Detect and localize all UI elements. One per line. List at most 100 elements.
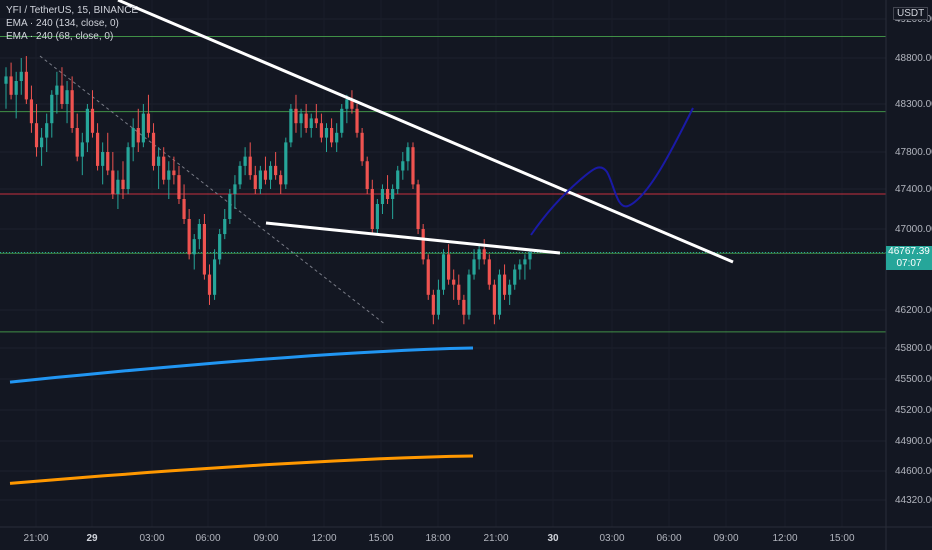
candle-body [177, 175, 181, 199]
candle-body [126, 147, 130, 189]
candle-body [151, 132, 156, 166]
candle-body [528, 252, 532, 260]
candle-body [197, 224, 201, 240]
candle-body [416, 184, 420, 229]
candle-body [335, 132, 339, 143]
candle-body [223, 219, 227, 235]
candle-body [411, 147, 415, 185]
price-tick-label: 48800.00 [895, 53, 932, 64]
current-price-badge: 46767.39 07:07 [886, 245, 932, 270]
candle-body [467, 274, 471, 315]
price-tick-label: 44900.00 [895, 436, 932, 447]
candle-body [380, 189, 385, 204]
candle-body [482, 249, 486, 260]
ema-68-line [9, 454, 474, 485]
candle-body [50, 94, 54, 124]
candle-body [360, 132, 364, 162]
candle-body [355, 108, 359, 133]
grid-layer [0, 18, 886, 501]
candle-body [238, 165, 242, 185]
candle-body [457, 284, 461, 300]
candle-body [508, 284, 512, 295]
candle-body [167, 170, 171, 180]
neckline-trendline [265, 221, 561, 255]
candle-body [304, 113, 308, 128]
candle-body [101, 152, 105, 166]
ema-134-line [9, 346, 474, 384]
candle-body [523, 259, 527, 265]
candle-body [106, 152, 110, 171]
candle-body [182, 199, 186, 219]
candle-body [146, 113, 151, 133]
candle-body [207, 274, 212, 295]
price-tick-label: 45800.00 [895, 343, 932, 354]
price-tick-label: 48300.00 [895, 99, 932, 110]
price-axis-bg [886, 0, 932, 550]
candle-body [243, 156, 247, 166]
candle-body [518, 264, 522, 270]
candle-body [65, 90, 69, 104]
candle-body [274, 165, 278, 176]
candle-body [258, 170, 262, 189]
candle-body [345, 99, 349, 109]
time-tick-label: 15:00 [368, 533, 393, 544]
candle-body [406, 147, 410, 162]
ema-legend-68[interactable]: EMA · 240 (68, close, 0) [6, 31, 114, 42]
time-tick-label: 12:00 [311, 533, 336, 544]
candle-body [45, 123, 49, 138]
candle-body [85, 108, 89, 143]
price-tick-label: 44320.00 [895, 495, 932, 506]
candle-body [513, 269, 517, 285]
candle-body [396, 170, 400, 189]
price-tick-label: 47800.00 [895, 147, 932, 158]
candle-body [172, 170, 176, 176]
candle-body [40, 137, 44, 148]
candle-body [248, 156, 252, 176]
candle-body [253, 175, 257, 189]
candle-body [187, 219, 191, 255]
candle-body [141, 113, 145, 143]
candle-body [365, 161, 369, 189]
candle-body [75, 128, 79, 157]
time-tick-label: 09:00 [713, 533, 738, 544]
candle-body [436, 289, 441, 315]
symbol-title[interactable]: YFI / TetherUS, 15, BINANCE [6, 5, 139, 16]
candle-body [233, 184, 237, 194]
candle-body [487, 259, 491, 285]
candle-body [309, 118, 313, 128]
time-axis: 21:00 29 03:00 06:00 09:00 12:00 15:00 18:00 21:… [0, 526, 932, 544]
candle-body [14, 81, 18, 95]
currency-label[interactable]: USDT [893, 7, 929, 20]
ema-legend-134[interactable]: EMA · 240 (134, close, 0) [6, 18, 119, 29]
time-tick-label: 15:00 [829, 533, 854, 544]
horizontal-levels [0, 36, 886, 333]
candle-body [60, 85, 64, 104]
projected-path [530, 107, 694, 236]
candle-body [426, 259, 430, 295]
candle-body [462, 299, 466, 315]
candle-body [136, 128, 140, 143]
candle-body [228, 194, 232, 219]
candle-body [385, 189, 390, 199]
candle-body [294, 108, 298, 124]
time-tick-label: 03:00 [599, 533, 624, 544]
candle-body [401, 161, 405, 171]
candle-body [472, 259, 476, 275]
price-tick-label: 45200.00 [895, 405, 932, 416]
candle-body [492, 284, 496, 315]
candle-body [431, 294, 435, 315]
time-tick-label: 29 [86, 533, 98, 544]
candle-body [370, 189, 374, 229]
candle-body [329, 128, 334, 143]
time-tick-label: 18:00 [425, 533, 450, 544]
candle-body [95, 132, 100, 166]
dotted-trendline [39, 55, 386, 325]
price-tick-label: 46200.00 [895, 305, 932, 316]
trendline-drawings[interactable] [117, 0, 734, 264]
candle-body [70, 90, 74, 128]
price-tick-label: 47000.00 [895, 224, 932, 235]
candle-body [314, 118, 318, 124]
candle-body [289, 108, 293, 143]
candle-body [24, 71, 28, 100]
